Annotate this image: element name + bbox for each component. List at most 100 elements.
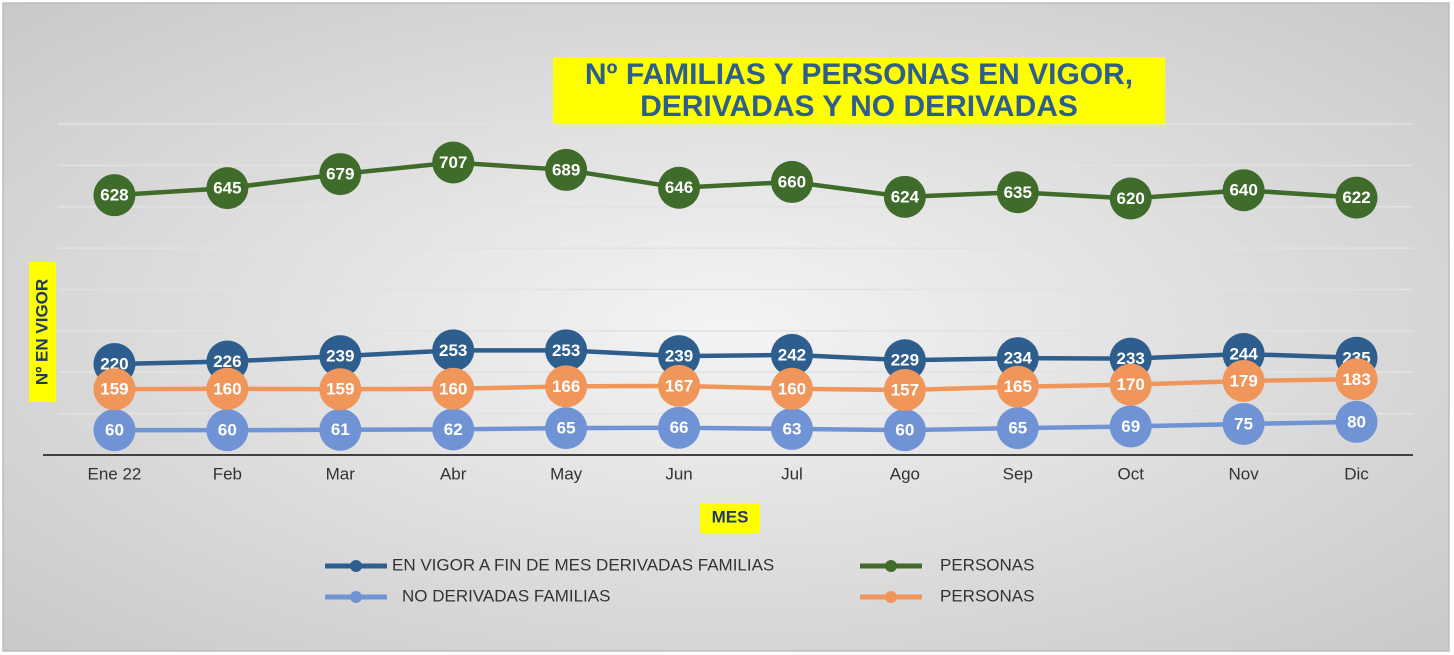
data-label: 159 — [326, 380, 354, 399]
data-label: 60 — [105, 421, 124, 440]
point — [1109, 177, 1152, 220]
data-label: 165 — [1004, 377, 1032, 396]
x-tick-label: Sep — [1003, 464, 1033, 483]
data-label: 60 — [895, 421, 914, 440]
point — [432, 141, 475, 184]
point — [770, 407, 813, 450]
point — [658, 406, 701, 449]
point — [770, 160, 813, 203]
legend-label: NO DERIVADAS FAMILIAS — [402, 586, 610, 605]
point — [883, 369, 926, 412]
data-label: 62 — [444, 420, 463, 439]
point — [996, 171, 1039, 214]
data-label: 242 — [778, 345, 806, 364]
x-tick-label: Oct — [1117, 464, 1144, 483]
data-label: 157 — [891, 381, 919, 400]
data-label: 679 — [326, 165, 354, 184]
legend-marker — [885, 560, 897, 572]
data-label: 239 — [326, 347, 354, 366]
point — [1109, 363, 1152, 406]
data-label: 166 — [552, 377, 580, 396]
point — [883, 175, 926, 218]
data-label: 622 — [1342, 188, 1370, 207]
point — [996, 365, 1039, 408]
data-label: 179 — [1229, 371, 1257, 390]
data-label: 253 — [552, 341, 580, 360]
data-label: 183 — [1342, 370, 1370, 389]
legend-marker — [350, 560, 362, 572]
x-tick-label: Dic — [1344, 464, 1369, 483]
data-label: 159 — [100, 380, 128, 399]
data-label: 646 — [665, 178, 693, 197]
data-label: 226 — [213, 352, 241, 371]
point — [996, 407, 1039, 450]
data-label: 80 — [1347, 412, 1366, 431]
x-axis-label: MES — [712, 507, 749, 526]
x-tick-label: Ago — [890, 464, 920, 483]
point — [1109, 405, 1152, 448]
data-label: 160 — [778, 379, 806, 398]
x-tick-label: Ene 22 — [88, 464, 142, 483]
point — [658, 166, 701, 209]
point — [319, 368, 362, 411]
data-label: 220 — [100, 354, 128, 373]
data-label: 660 — [778, 172, 806, 191]
data-label: 65 — [1008, 419, 1027, 438]
data-label: 640 — [1229, 181, 1257, 200]
data-label: 253 — [439, 341, 467, 360]
data-label: 160 — [213, 379, 241, 398]
y-label-box — [29, 262, 56, 402]
point — [883, 409, 926, 452]
legend-marker — [350, 591, 362, 603]
data-label: 628 — [100, 186, 128, 205]
data-label: 170 — [1117, 375, 1145, 394]
data-label: 635 — [1004, 183, 1032, 202]
point — [319, 153, 362, 196]
point — [1222, 169, 1265, 212]
point — [93, 174, 136, 217]
point — [206, 167, 249, 210]
data-label: 707 — [439, 153, 467, 172]
data-label: 75 — [1234, 414, 1253, 433]
point — [432, 367, 475, 410]
point — [206, 367, 249, 410]
legend-label: PERSONAS — [940, 586, 1034, 605]
point — [545, 329, 588, 372]
x-tick-label: Jun — [665, 464, 692, 483]
point — [1335, 358, 1378, 401]
point — [1222, 359, 1265, 402]
data-label: 160 — [439, 379, 467, 398]
data-label: 61 — [331, 420, 350, 439]
point — [319, 408, 362, 451]
title-box — [553, 57, 1165, 125]
point — [770, 367, 813, 410]
point — [432, 408, 475, 451]
point — [319, 335, 362, 378]
x-tick-label: May — [550, 464, 583, 483]
x-tick-label: Mar — [326, 464, 356, 483]
point — [658, 364, 701, 407]
x-tick-label: Feb — [213, 464, 242, 483]
point — [770, 333, 813, 376]
data-label: 63 — [782, 419, 801, 438]
point — [432, 329, 475, 372]
data-label: 624 — [891, 187, 920, 206]
point — [1335, 176, 1378, 219]
legend-label: PERSONAS — [940, 555, 1034, 574]
data-label: 65 — [557, 419, 576, 438]
legend-marker — [885, 591, 897, 603]
data-label: 689 — [552, 160, 580, 179]
x-tick-label: Abr — [440, 464, 467, 483]
data-label: 167 — [665, 376, 693, 395]
data-label: 233 — [1117, 349, 1145, 368]
data-label: 239 — [665, 347, 693, 366]
x-tick-label: Jul — [781, 464, 803, 483]
point — [206, 409, 249, 452]
data-label: 66 — [670, 418, 689, 437]
x-label-box — [700, 503, 760, 533]
point — [1222, 402, 1265, 445]
data-label: 229 — [891, 351, 919, 370]
chart-title: Nº FAMILIAS Y PERSONAS EN VIGOR, DERIVADA… — [585, 58, 1133, 123]
